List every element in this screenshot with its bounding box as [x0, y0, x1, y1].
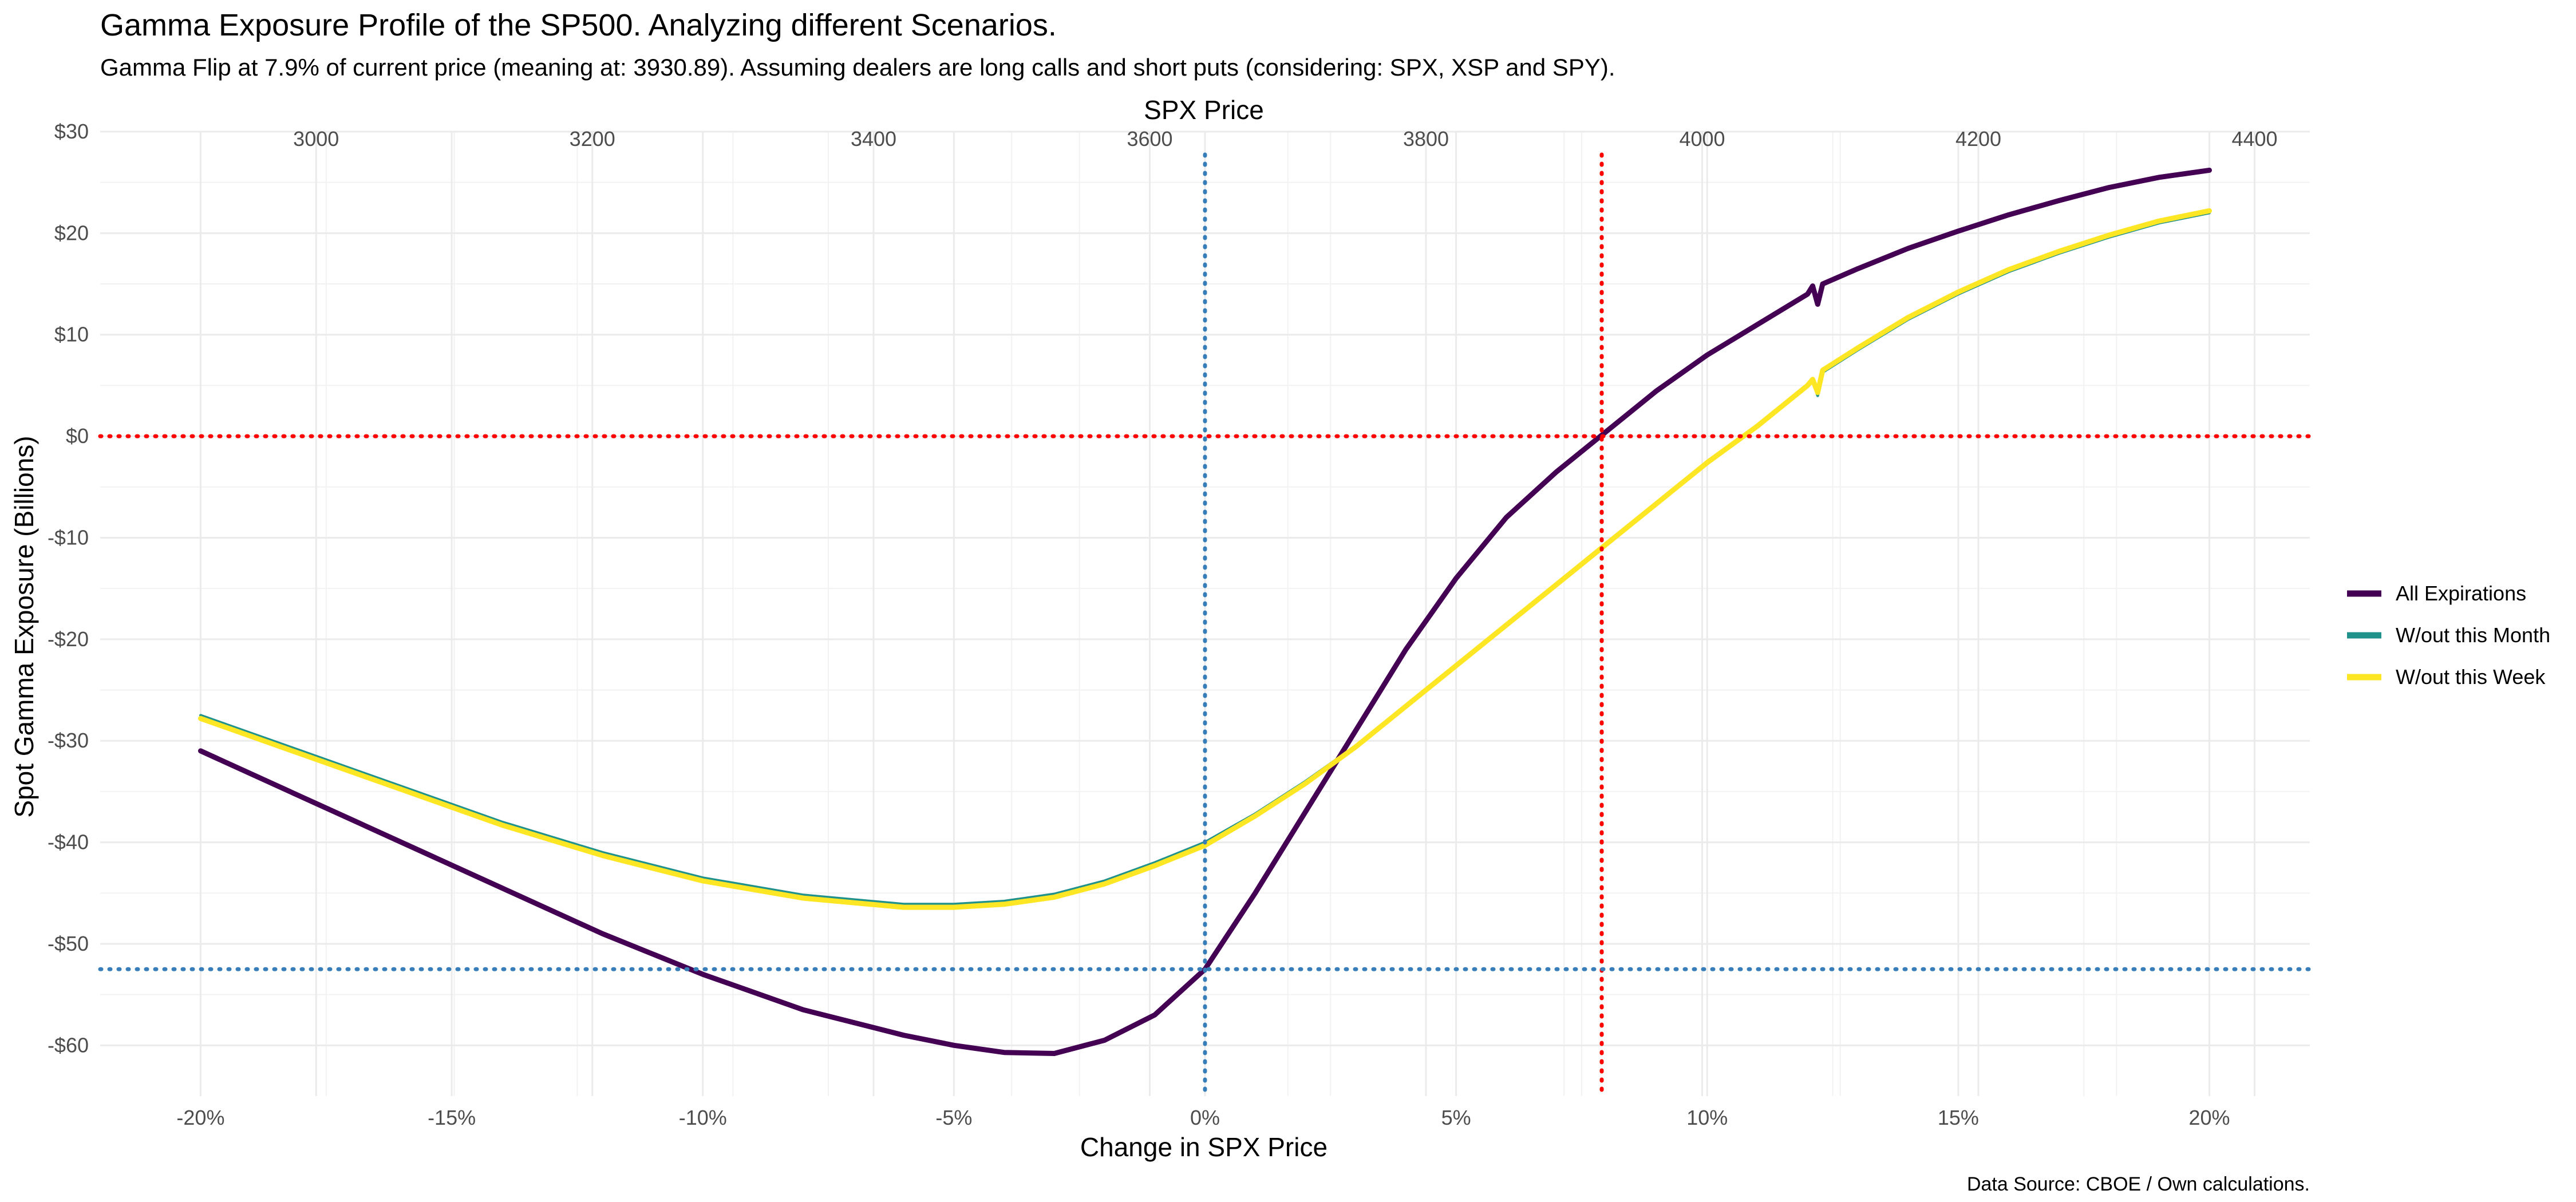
top-tick-label: 3400: [851, 127, 896, 151]
x-axis-title: Change in SPX Price: [1080, 1132, 1327, 1162]
top-tick-label: 3800: [1403, 127, 1449, 151]
legend-label-2: W/out this Month: [2396, 623, 2550, 647]
x-tick-label: 0%: [1190, 1106, 1220, 1129]
x-tick-label: -20%: [176, 1106, 224, 1129]
reference-lines: [98, 152, 2312, 1098]
y-tick-label: -$40: [48, 831, 89, 854]
x-tick-label: 15%: [1938, 1106, 1979, 1129]
series-line-1: [198, 167, 2212, 1056]
top-tick-label: 4200: [1955, 127, 2001, 151]
top-tick-label: 3200: [570, 127, 615, 151]
legend-label-3: W/out this Week: [2396, 665, 2546, 689]
x-tick-label: -5%: [935, 1106, 972, 1129]
y-axis-title: Spot Gamma Exposure (Billions): [9, 436, 39, 817]
chart-subtitle: Gamma Flip at 7.9% of current price (mea…: [100, 54, 1615, 81]
y-tick-label: -$20: [48, 627, 89, 651]
top-tick-label: 3600: [1127, 127, 1172, 151]
data-source-caption: Data Source: CBOE / Own calculations.: [1967, 1173, 2310, 1195]
x-tick-label: 5%: [1441, 1106, 1471, 1129]
series-line-3: [198, 208, 2212, 910]
x-tick-label: 20%: [2189, 1106, 2230, 1129]
y-tick-label: -$50: [48, 932, 89, 955]
y-tick-label: $10: [54, 323, 89, 346]
chart-title: Gamma Exposure Profile of the SP500. Ana…: [100, 8, 1057, 42]
y-tick-label: -$10: [48, 525, 89, 549]
x-tick-label: -15%: [428, 1106, 476, 1129]
x-tick-label: 10%: [1686, 1106, 1728, 1129]
x-tick-label: -10%: [679, 1106, 727, 1129]
legend: All Expirations W/out this Month W/out thi…: [2347, 582, 2550, 689]
y-axis-ticks: $30 $20 $10 $0 -$10 -$20 -$30 -$40 -$50 -$60: [48, 120, 89, 1057]
top-axis-title: SPX Price: [1144, 95, 1264, 125]
series-lines: [198, 167, 2212, 1056]
y-tick-label: -$30: [48, 729, 89, 752]
top-tick-label: 3000: [293, 127, 339, 151]
y-tick-label: $0: [66, 424, 89, 448]
top-axis-ticks: 3000 3200 3400 3600 3800 4000 4200 4400: [293, 127, 2277, 151]
x-axis-ticks: -20% -15% -10% -5% 0% 5% 10% 15% 20%: [176, 1106, 2230, 1129]
top-tick-label: 4400: [2231, 127, 2277, 151]
legend-label-1: All Expirations: [2396, 582, 2526, 605]
y-tick-label: -$60: [48, 1033, 89, 1057]
top-tick-label: 4000: [1679, 127, 1725, 151]
y-tick-label: $30: [54, 120, 89, 143]
y-tick-label: $20: [54, 221, 89, 244]
